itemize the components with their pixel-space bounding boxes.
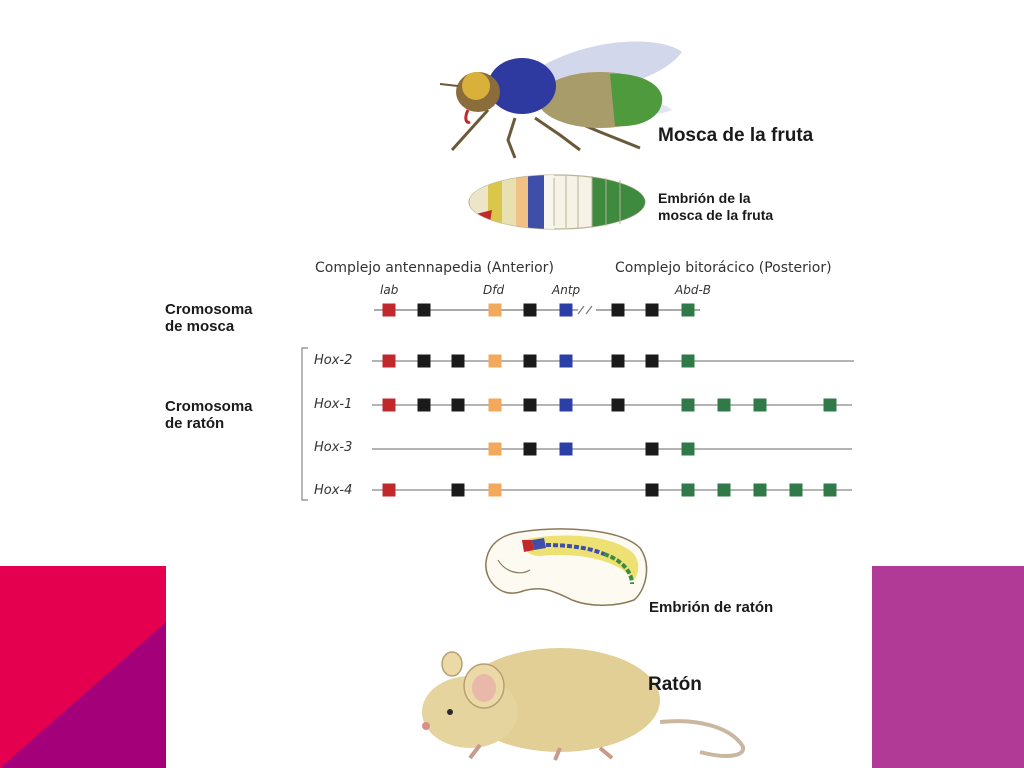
mouse-gene-box (523, 442, 537, 456)
mouse-chromosome-label-line2: de ratón (165, 415, 224, 432)
mouse-gene-box (681, 354, 695, 368)
fly-embryo-label-line2: mosca de la fruta (658, 207, 773, 223)
fly-gene-box (488, 303, 502, 317)
mouse-gene-box (488, 442, 502, 456)
mouse-gene-box (611, 398, 625, 412)
mouse-gene-box (451, 483, 465, 497)
mouse-gene-box (523, 354, 537, 368)
fly-gene-box (417, 303, 431, 317)
mouse-gene-box (382, 354, 396, 368)
fly-chromosome (374, 303, 700, 317)
mouse-gene-box (611, 354, 625, 368)
fly-gene-box (523, 303, 537, 317)
mouse-gene-box (717, 398, 731, 412)
mouse-gene-box (417, 398, 431, 412)
mouse-gene-box (753, 398, 767, 412)
fruit-fly-illustration (439, 41, 682, 159)
fly-embryo-illustration (468, 174, 646, 230)
mouse-gene-box (681, 483, 695, 497)
gene-label-antp: Antp (551, 283, 581, 297)
fly-embryo-label-line1: Embrión de la (658, 190, 751, 206)
hox-1-label: Hox-1 (314, 397, 352, 412)
bithorax-complex-label: Complejo bitorácico (Posterior) (615, 260, 832, 276)
gene-label-lab: lab (380, 283, 399, 297)
hox-1-gene-boxes (382, 398, 837, 412)
chromosome-break-icon (577, 305, 593, 315)
mouse-label: Ratón (648, 674, 702, 695)
hox-3-label: Hox-3 (314, 440, 352, 455)
hox-3-gene-boxes (488, 442, 695, 456)
hox-4-gene-boxes (382, 483, 837, 497)
antennapedia-complex-label: Complejo antennapedia (Anterior) (315, 260, 554, 276)
mouse-chromosome-hox-4: Hox-4 (314, 483, 852, 498)
gene-label-abd-b: Abd-B (674, 283, 711, 297)
hox-2-gene-boxes (382, 354, 695, 368)
fly-gene-box (559, 303, 573, 317)
fly-gene-box (382, 303, 396, 317)
fly-gene-boxes (382, 303, 695, 317)
slide-decoration (0, 566, 1024, 768)
fly-chromosome-label-line2: de mosca (165, 318, 235, 335)
mouse-chromosome-bracket (301, 347, 308, 501)
mouse-illustration (422, 648, 746, 761)
mouse-chromosomes: Hox-2 Hox-1 Hox-3 Hox-4 (314, 353, 854, 498)
mouse-gene-box (382, 483, 396, 497)
mouse-gene-box (681, 398, 695, 412)
mouse-gene-box (417, 354, 431, 368)
mouse-gene-box (488, 354, 502, 368)
mouse-gene-box (681, 442, 695, 456)
mouse-gene-box (488, 398, 502, 412)
mouse-embryo-illustration (485, 528, 648, 607)
mouse-chromosome-hox-2: Hox-2 (314, 353, 854, 368)
mouse-gene-box (645, 354, 659, 368)
mouse-chromosome-hox-1: Hox-1 (314, 397, 852, 412)
fly-gene-box (611, 303, 625, 317)
mouse-gene-box (559, 354, 573, 368)
mouse-gene-box (382, 398, 396, 412)
fly-label: Mosca de la fruta (658, 125, 814, 146)
fly-gene-box (681, 303, 695, 317)
hox-2-label: Hox-2 (314, 353, 352, 368)
magenta-triangle-left (0, 622, 166, 768)
violet-block-right (872, 566, 1024, 768)
hox-4-label: Hox-4 (314, 483, 352, 498)
mouse-gene-box (559, 398, 573, 412)
mouse-chromosome-label-line1: Cromosoma (165, 398, 253, 415)
fly-chromosome-label-line1: Cromosoma (165, 301, 253, 318)
mouse-gene-box (823, 483, 837, 497)
mouse-gene-box (753, 483, 767, 497)
mouse-embryo-label: Embrión de ratón (649, 599, 773, 616)
mouse-chromosome-hox-3: Hox-3 (314, 440, 852, 456)
mouse-gene-box (451, 354, 465, 368)
mouse-gene-box (823, 398, 837, 412)
fly-gene-box (645, 303, 659, 317)
gene-label-dfd: Dfd (483, 283, 504, 297)
mouse-gene-box (645, 483, 659, 497)
mouse-gene-box (717, 483, 731, 497)
mouse-gene-box (789, 483, 803, 497)
mouse-gene-box (523, 398, 537, 412)
mouse-gene-box (559, 442, 573, 456)
mouse-gene-box (451, 398, 465, 412)
mouse-gene-box (645, 442, 659, 456)
mouse-gene-box (488, 483, 502, 497)
